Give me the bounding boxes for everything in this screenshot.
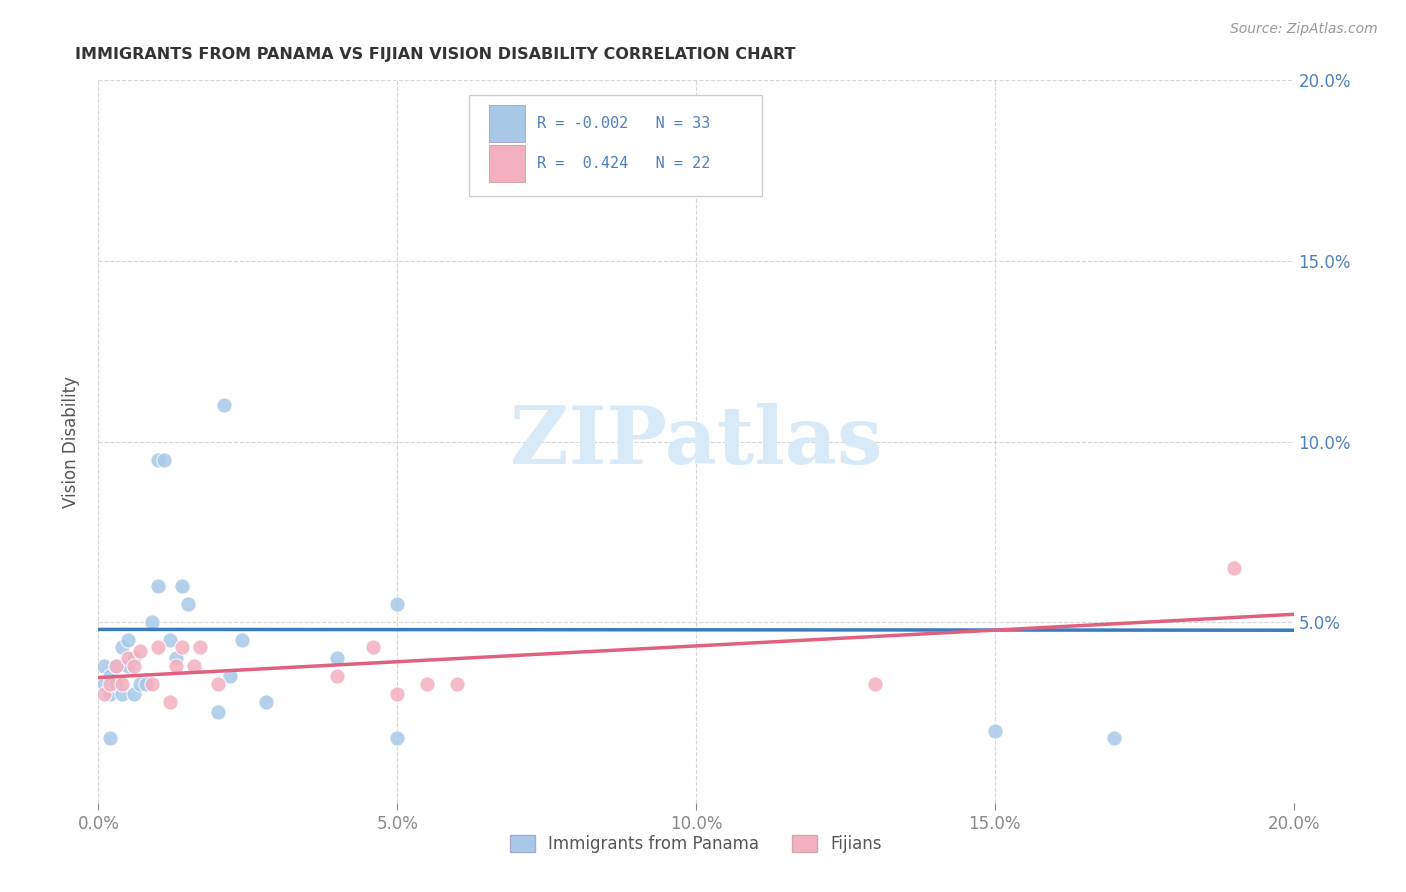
Point: [111, 676, 134, 690]
Point: [254, 695, 277, 709]
Point: [105, 676, 128, 690]
FancyBboxPatch shape: [489, 105, 524, 143]
Point: [183, 658, 205, 673]
Point: [117, 658, 139, 673]
Text: ZIPatlas: ZIPatlas: [510, 402, 882, 481]
Point: [148, 640, 170, 655]
Point: [153, 452, 176, 467]
Y-axis label: Vision Disability: Vision Disability: [62, 376, 80, 508]
Point: [129, 644, 152, 658]
Point: [165, 658, 187, 673]
Point: [105, 658, 128, 673]
Point: [148, 579, 170, 593]
Point: [172, 640, 194, 655]
Point: [111, 640, 134, 655]
Point: [177, 597, 200, 611]
Text: IMMIGRANTS FROM PANAMA VS FIJIAN VISION DISABILITY CORRELATION CHART: IMMIGRANTS FROM PANAMA VS FIJIAN VISION …: [75, 47, 794, 62]
Point: [326, 651, 349, 665]
Point: [212, 398, 235, 412]
Point: [124, 687, 146, 701]
Point: [207, 706, 229, 720]
Point: [98, 687, 122, 701]
Point: [98, 669, 122, 683]
Point: [385, 687, 409, 701]
Legend: Immigrants from Panama, Fijians: Immigrants from Panama, Fijians: [503, 828, 889, 860]
Point: [117, 633, 139, 648]
FancyBboxPatch shape: [489, 145, 524, 182]
Point: [159, 633, 181, 648]
Point: [231, 633, 253, 648]
Point: [385, 731, 409, 745]
Point: [1223, 561, 1246, 575]
Point: [1104, 731, 1126, 745]
Point: [165, 651, 187, 665]
Point: [446, 676, 468, 690]
Text: R =  0.424   N = 22: R = 0.424 N = 22: [537, 156, 710, 171]
Point: [124, 651, 146, 665]
Point: [98, 731, 122, 745]
Point: [93, 676, 115, 690]
Point: [326, 669, 349, 683]
Point: [172, 579, 194, 593]
Point: [93, 658, 115, 673]
Point: [129, 676, 152, 690]
Point: [188, 640, 211, 655]
Point: [117, 651, 139, 665]
Point: [135, 676, 157, 690]
Point: [159, 695, 181, 709]
Point: [385, 597, 409, 611]
Point: [141, 676, 163, 690]
Point: [124, 658, 146, 673]
FancyBboxPatch shape: [470, 95, 762, 196]
Point: [207, 676, 229, 690]
Point: [111, 687, 134, 701]
Point: [416, 676, 439, 690]
Point: [148, 452, 170, 467]
Point: [105, 658, 128, 673]
Text: Source: ZipAtlas.com: Source: ZipAtlas.com: [1230, 22, 1378, 37]
Point: [93, 687, 115, 701]
Point: [984, 723, 1007, 738]
Point: [865, 676, 887, 690]
Point: [219, 669, 242, 683]
Point: [141, 615, 163, 630]
Point: [98, 676, 122, 690]
Text: R = -0.002   N = 33: R = -0.002 N = 33: [537, 116, 710, 131]
Point: [363, 640, 385, 655]
